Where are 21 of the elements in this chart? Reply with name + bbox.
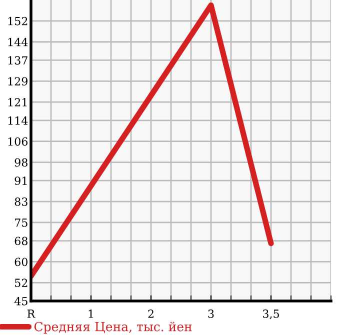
legend-label: Средняя Цена, тыс. йен <box>34 322 192 334</box>
y-tick-label: 114 <box>8 116 28 125</box>
y-tick-label: 83 <box>14 198 28 206</box>
y-tick-label: 68 <box>14 236 28 246</box>
y-tick-label: 144 <box>8 38 28 46</box>
y-tick-label: 45 <box>14 296 28 306</box>
y-tick-label: 98 <box>14 158 28 167</box>
x-tick-label: 3,5 <box>263 310 279 320</box>
x-tick-label: 1 <box>88 310 93 318</box>
y-tick-label: 75 <box>15 218 28 227</box>
y-tick-label: 129 <box>8 77 28 86</box>
y-tick-label: 106 <box>8 137 28 146</box>
y-tick-label: 91 <box>14 176 27 185</box>
y-tick-label: 137 <box>8 56 28 65</box>
y-tick-label: 60 <box>14 258 28 266</box>
y-tick-label: 121 <box>8 98 27 106</box>
x-tick-label: R <box>27 310 36 318</box>
x-tick-label: 2 <box>148 310 154 318</box>
x-tick-label: 3 <box>208 310 214 318</box>
y-tick-label: 52 <box>15 278 28 288</box>
y-tick-label: 152 <box>8 16 28 26</box>
